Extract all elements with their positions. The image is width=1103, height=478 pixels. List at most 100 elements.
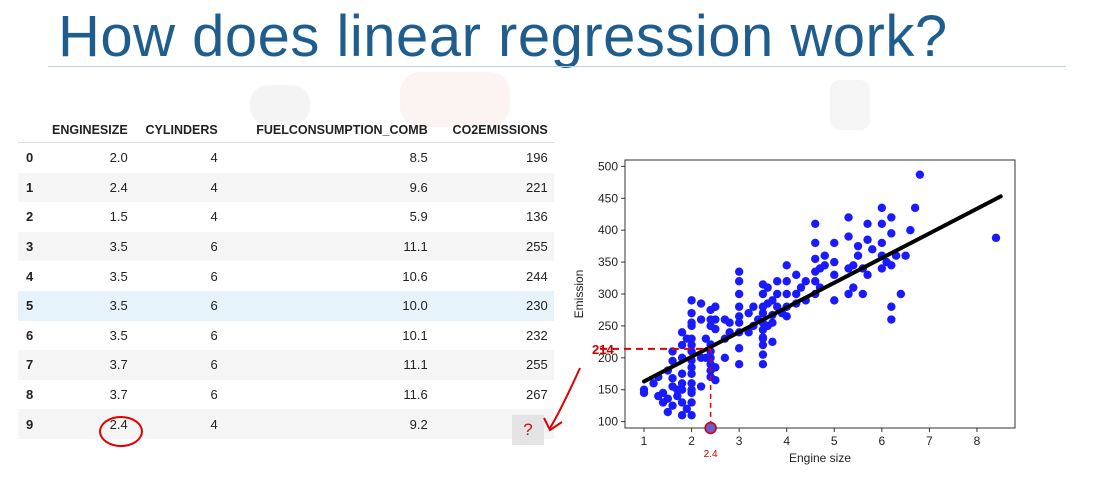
data-point (677, 340, 687, 350)
x-tick-label: 4 (783, 434, 790, 448)
row-index: 0 (26, 150, 34, 166)
table-cell: 3.5 (46, 231, 134, 262)
background-blur (400, 72, 510, 127)
table-cell: 221 (433, 172, 554, 203)
data-point (687, 334, 696, 343)
data-point (711, 363, 720, 372)
table-cell: 8.5 (409, 150, 428, 166)
table-header-row: ENGINESIZE CYLINDERS FUELCONSUMPTION_COMB C… (18, 118, 554, 143)
y-axis-label: Emission (572, 270, 586, 319)
data-point (687, 296, 696, 305)
table-cell: 4 (133, 172, 224, 203)
table-cell: 255 (433, 231, 554, 262)
data-point (677, 379, 687, 388)
y-tick-label: 500 (598, 159, 618, 173)
data-point (758, 350, 768, 359)
row-index: 2 (26, 209, 34, 225)
table-cell: 11.1 (223, 350, 434, 380)
y-tick-label: 400 (598, 223, 618, 237)
data-point (677, 398, 687, 407)
table-row: 4 3.5 6 10.6 244 (18, 261, 554, 291)
table-body: 0 2.0 4 8.5 196 1 2.4 4 9.6 221 2 1.5 4 5.9 136 3 3.5 6 11… (18, 143, 554, 439)
data-point (811, 219, 820, 229)
circle-annotation (99, 416, 143, 447)
table-cell: 3.5 (109, 327, 128, 343)
row-index: 5 (18, 290, 46, 321)
data-point (668, 356, 677, 366)
y-tick-label: 350 (598, 255, 618, 269)
data-point (830, 296, 839, 305)
x-axis-label: Engine size (789, 451, 851, 465)
data-point (768, 337, 777, 347)
data-point (706, 353, 715, 363)
y-tick-label: 150 (598, 383, 618, 397)
data-point (668, 401, 677, 410)
data-point (734, 277, 744, 286)
data-point (863, 235, 872, 244)
x-tick-label: 8 (974, 434, 981, 448)
table-cell: 6 (133, 290, 224, 321)
table-row: 3 3.5 6 11.1 255 (18, 231, 554, 262)
data-point (991, 233, 1001, 243)
data-point (677, 411, 687, 420)
table-cell: 136 (526, 209, 548, 225)
data-point (844, 213, 853, 222)
data-point (687, 388, 696, 398)
table-cell: 196 (526, 150, 548, 166)
data-point (820, 251, 829, 260)
arrow-head (543, 417, 563, 432)
data-point (863, 219, 872, 229)
data-point (758, 289, 768, 299)
data-point (711, 375, 720, 385)
table-cell: 2.4 (46, 172, 134, 203)
data-point (673, 391, 682, 401)
data-point (868, 245, 877, 254)
data-point (663, 407, 673, 417)
data-point (849, 261, 858, 270)
row-index: 8 (26, 387, 34, 403)
data-point (896, 289, 906, 299)
data-point (877, 264, 887, 273)
table-cell: 9.2 (223, 409, 434, 439)
plot-layer: 1 2 3 4 5 6 7 8 100 150 200 250 300 350 400 450 500 Engin… (572, 159, 1016, 465)
column-header: ENGINESIZE (46, 118, 134, 143)
data-point (687, 379, 696, 388)
table-cell: 6 (133, 350, 224, 380)
data-point (910, 203, 920, 213)
data-point (844, 232, 853, 241)
data-point (768, 296, 777, 305)
data-point (720, 353, 730, 363)
y-tick-label: 200 (598, 351, 618, 365)
data-point (734, 312, 744, 321)
data-point (906, 225, 915, 235)
table-cell: 10.1 (402, 327, 428, 343)
arrow-icon (543, 367, 581, 432)
table-cell: 4 (210, 209, 218, 225)
data-point (801, 277, 810, 286)
y-tick-label: 450 (598, 191, 618, 205)
data-point (687, 318, 696, 327)
y-tick-label: 100 (598, 415, 618, 429)
data-point (658, 388, 668, 398)
row-index: 9 (18, 409, 46, 439)
y-tick-label: 300 (598, 287, 618, 301)
data-point (668, 374, 677, 383)
prediction-marker (704, 421, 717, 435)
row-index: 4 (26, 268, 34, 284)
data-point (782, 289, 791, 299)
prediction-x-label: 2.4 (704, 449, 718, 460)
regression-line (642, 194, 1003, 384)
data-point (772, 277, 782, 286)
data-point (782, 312, 791, 321)
data-point (763, 283, 772, 292)
table-cell: 9.6 (223, 172, 434, 203)
slide-title: How does linear regression work? (58, 4, 948, 69)
data-point (758, 333, 768, 342)
table-cell: 230 (433, 290, 554, 321)
table-row: 2 1.5 4 5.9 136 (18, 202, 554, 232)
prediction-y-label: 214 (592, 342, 614, 357)
data-point (887, 261, 896, 270)
data-point (915, 170, 925, 179)
row-index: 6 (26, 327, 34, 343)
table-cell: 3.5 (46, 290, 134, 321)
